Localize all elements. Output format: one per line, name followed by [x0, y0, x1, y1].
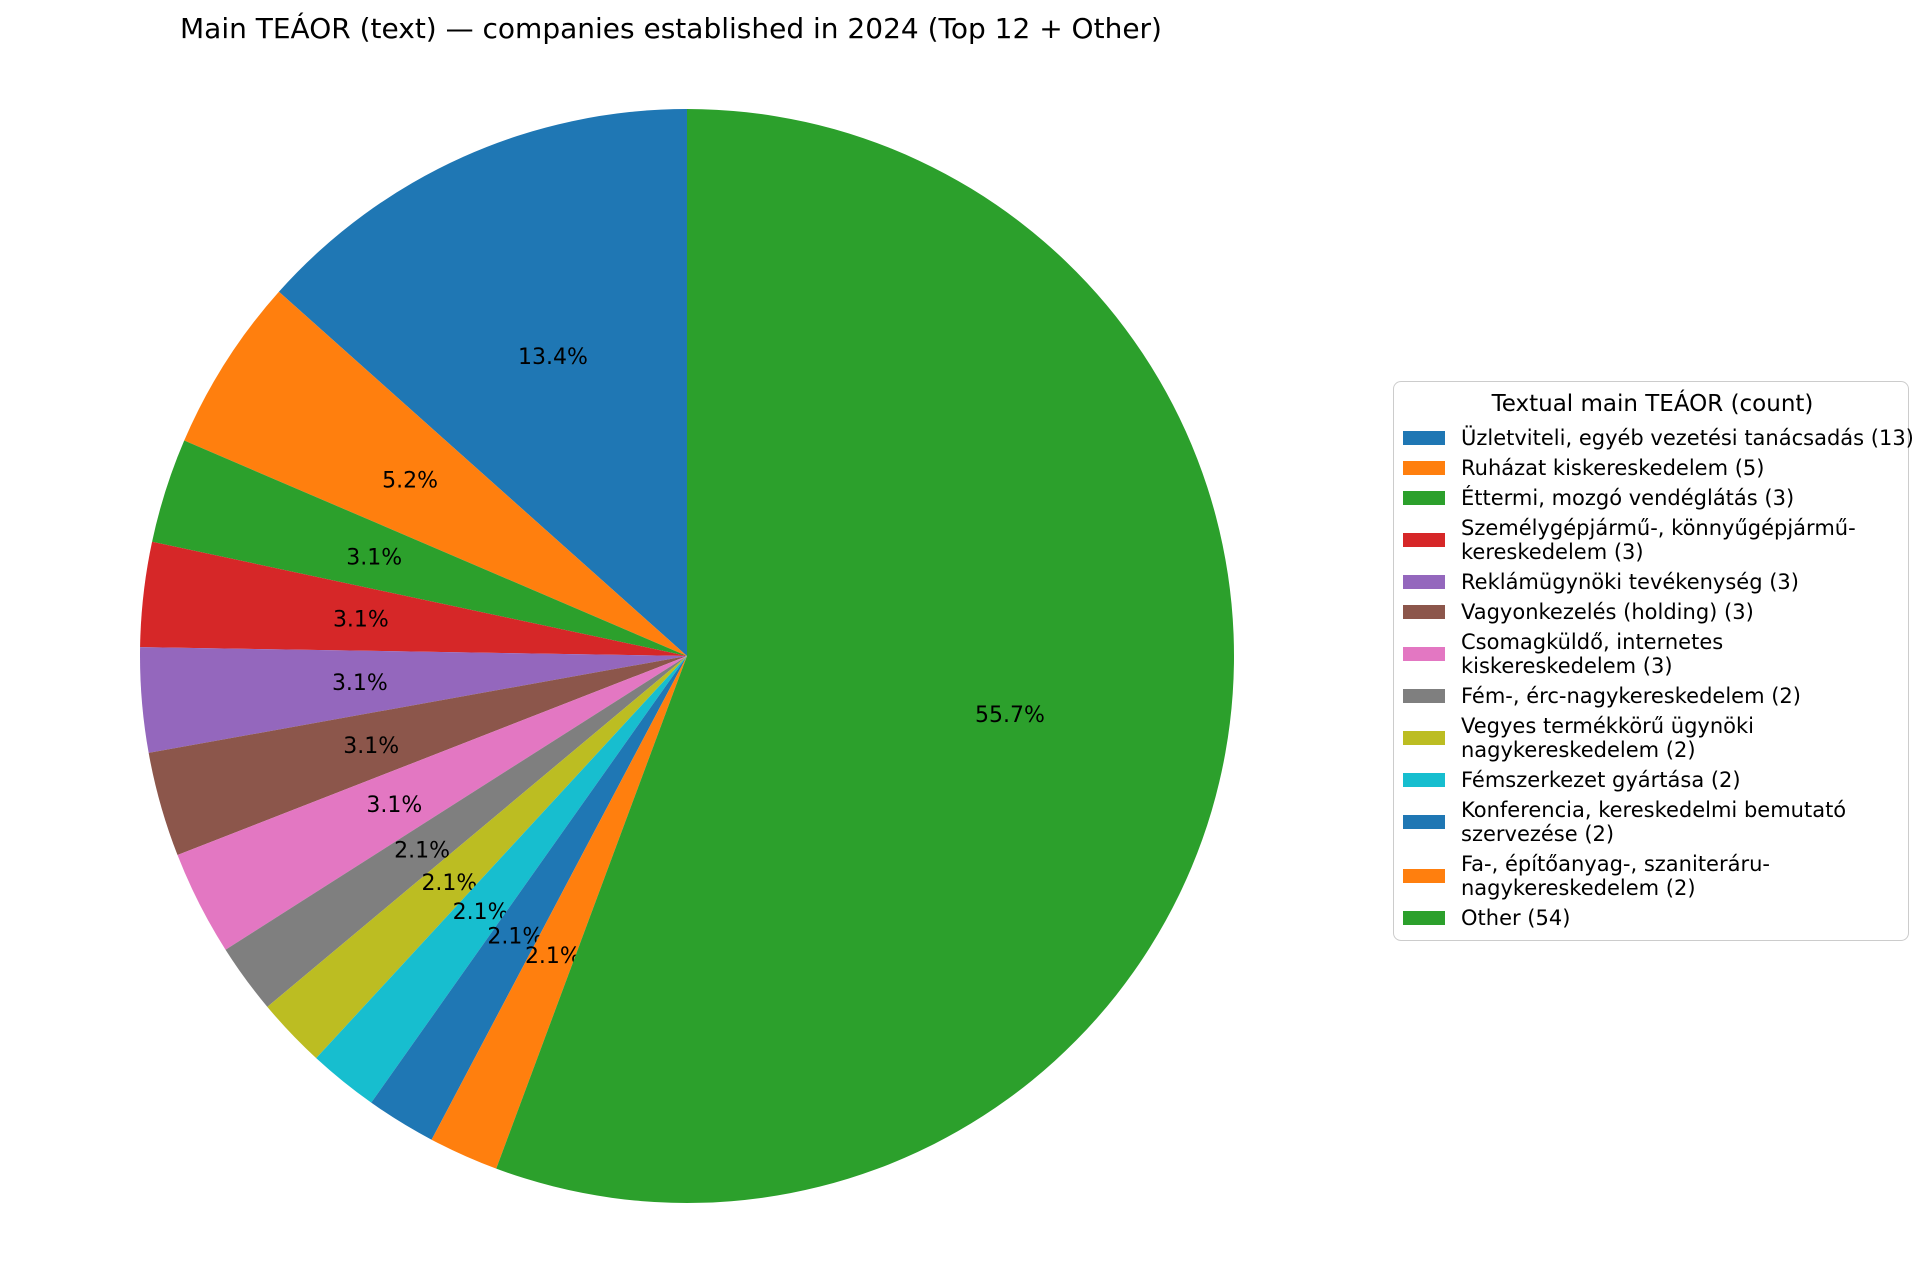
legend-item-1: Ruházat kiskereskedelem (5): [1403, 456, 1902, 480]
pie-percent-label-2: 3.1%: [346, 545, 402, 570]
pie-slice-6: [177, 656, 687, 950]
legend-title: Textual main TEÁOR (count): [1491, 391, 1814, 417]
pie-percent-label-10: 2.1%: [487, 924, 543, 949]
pie-slice-12: [496, 109, 1235, 1203]
legend-item-12: Other (54): [1403, 906, 1902, 930]
pie-percent-label-12: 55.7%: [975, 703, 1045, 728]
pie-slice-5: [148, 656, 687, 856]
pie-percent-label-4: 3.1%: [332, 671, 388, 696]
legend-item-9: Fémszerkezet gyártása (2): [1403, 768, 1902, 792]
pie-slice-2: [152, 440, 687, 656]
pie-percent-label-0: 13.4%: [518, 345, 588, 370]
legend-item-8: Vegyes termékkörű ügynöki nagykereskedel…: [1403, 714, 1902, 762]
legend-item-label-1: Ruházat kiskereskedelem (5): [1461, 456, 1765, 480]
legend-item-label-10: Konferencia, kereskedelmi bemutató szerv…: [1461, 798, 1847, 846]
pie-slice-3: [140, 541, 687, 656]
legend-item-2: Éttermi, mozgó vendéglátás (3): [1403, 486, 1902, 510]
pie-percent-label-5: 3.1%: [343, 734, 399, 759]
legend-item-4: Reklámügynöki tevékenység (3): [1403, 570, 1902, 594]
pie-slice-8: [267, 656, 687, 1059]
legend-item-label-9: Fémszerkezet gyártása (2): [1461, 768, 1741, 792]
legend-swatch-6: [1403, 647, 1445, 661]
legend-item-7: Fém-, érc-nagykereskedelem (2): [1403, 684, 1902, 708]
legend-swatch-7: [1403, 689, 1445, 703]
pie-slice-1: [184, 291, 687, 656]
legend-item-10: Konferencia, kereskedelmi bemutató szerv…: [1403, 798, 1902, 846]
legend-item-label-11: Fa-, építőanyag-, szaniteráru- nagykeres…: [1461, 852, 1771, 900]
legend-swatch-9: [1403, 773, 1445, 787]
legend-item-0: Üzletviteli, egyéb vezetési tanácsadás (…: [1403, 426, 1914, 450]
pie-percent-label-6: 3.1%: [366, 793, 422, 818]
pie-percent-label-3: 3.1%: [333, 608, 389, 633]
legend-item-label-5: Vagyonkezelés (holding) (3): [1461, 600, 1754, 624]
pie-slice-7: [225, 656, 687, 1007]
pie-slice-9: [316, 656, 687, 1103]
pie-slice-10: [371, 656, 687, 1140]
legend-box: Textual main TEÁOR (count) Üzletviteli, …: [1393, 381, 1914, 941]
pie-slice-11: [431, 656, 687, 1169]
legend-item-label-4: Reklámügynöki tevékenység (3): [1461, 570, 1799, 594]
legend-swatch-0: [1403, 431, 1445, 445]
pie-percent-label-8: 2.1%: [421, 871, 477, 896]
legend-swatch-10: [1403, 815, 1445, 829]
legend-item-label-7: Fém-, érc-nagykereskedelem (2): [1461, 684, 1801, 708]
legend-item-label-12: Other (54): [1461, 906, 1571, 930]
legend-item-label-6: Csomagküldő, internetes kiskereskedelem …: [1461, 630, 1724, 678]
pie-slice-0: [278, 109, 687, 656]
legend-item-6: Csomagküldő, internetes kiskereskedelem …: [1403, 630, 1902, 678]
legend-swatch-11: [1403, 869, 1445, 883]
legend-item-label-3: Személygépjármű-, könnyűgépjármű- keresk…: [1461, 516, 1856, 564]
legend-item-5: Vagyonkezelés (holding) (3): [1403, 600, 1902, 624]
legend-item-label-2: Éttermi, mozgó vendéglátás (3): [1461, 486, 1795, 510]
pie-percent-label-11: 2.1%: [525, 944, 581, 969]
chart-title: Main TEÁOR (text) — companies establishe…: [180, 12, 1162, 45]
pie-percent-label-9: 2.1%: [453, 900, 509, 925]
pie-percent-label-7: 2.1%: [394, 839, 450, 864]
legend-swatch-8: [1403, 731, 1445, 745]
legend-swatch-2: [1403, 491, 1445, 505]
pie-percent-label-1: 5.2%: [382, 469, 438, 494]
pie-slice-4: [139, 647, 687, 753]
legend-swatch-5: [1403, 605, 1445, 619]
legend-swatch-4: [1403, 575, 1445, 589]
legend-item-3: Személygépjármű-, könnyűgépjármű- keresk…: [1403, 516, 1902, 564]
legend-items: Üzletviteli, egyéb vezetési tanácsadás (…: [1403, 426, 1914, 930]
legend-swatch-12: [1403, 911, 1445, 925]
legend-swatch-3: [1403, 533, 1445, 547]
legend-item-11: Fa-, építőanyag-, szaniteráru- nagykeres…: [1403, 852, 1902, 900]
legend-swatch-1: [1403, 461, 1445, 475]
legend-item-label-8: Vegyes termékkörű ügynöki nagykereskedel…: [1461, 714, 1755, 762]
legend-item-label-0: Üzletviteli, egyéb vezetési tanácsadás (…: [1461, 426, 1914, 450]
